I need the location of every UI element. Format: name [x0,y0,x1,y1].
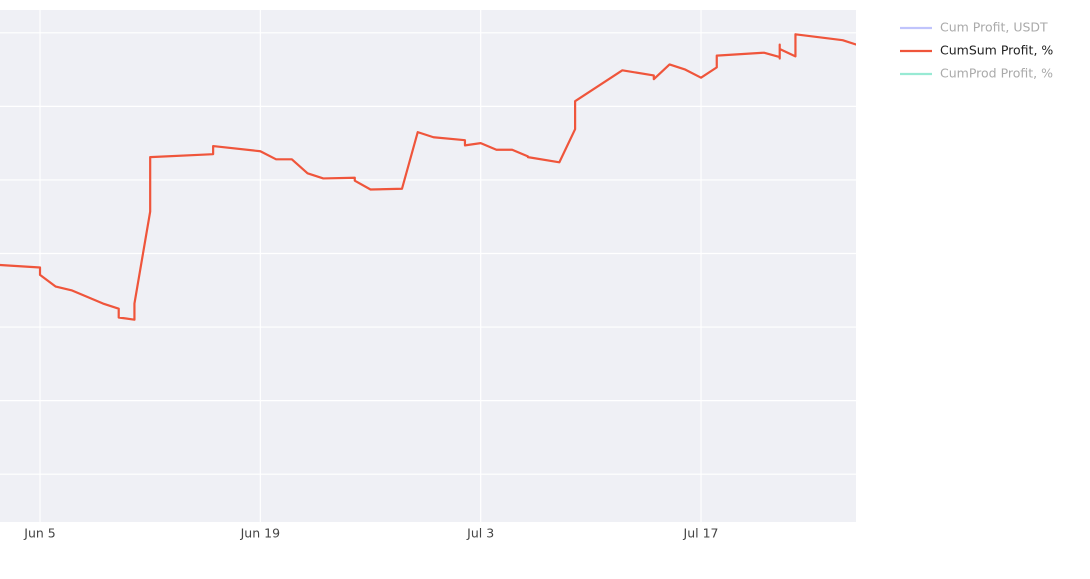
x-tick-label: Jul 17 [683,526,719,541]
x-tick-label: Jul 3 [466,526,494,541]
data-line [0,33,856,321]
plot-background [0,10,856,522]
x-tick-label: Jun 5 [23,526,55,541]
legend-item[interactable]: Cum Profit, USDT [900,20,1048,35]
x-tick-label: Jun 19 [240,526,280,541]
legend-label: CumSum Profit, % [940,43,1053,58]
plot-area [0,33,856,321]
legend: Cum Profit, USDT CumSum Profit, % CumProd … [900,20,1053,81]
legend-label: Cum Profit, USDT [940,20,1048,35]
legend-label: CumProd Profit, % [940,66,1053,81]
legend-item[interactable]: CumSum Profit, % [900,43,1053,58]
legend-item[interactable]: CumProd Profit, % [900,66,1053,81]
